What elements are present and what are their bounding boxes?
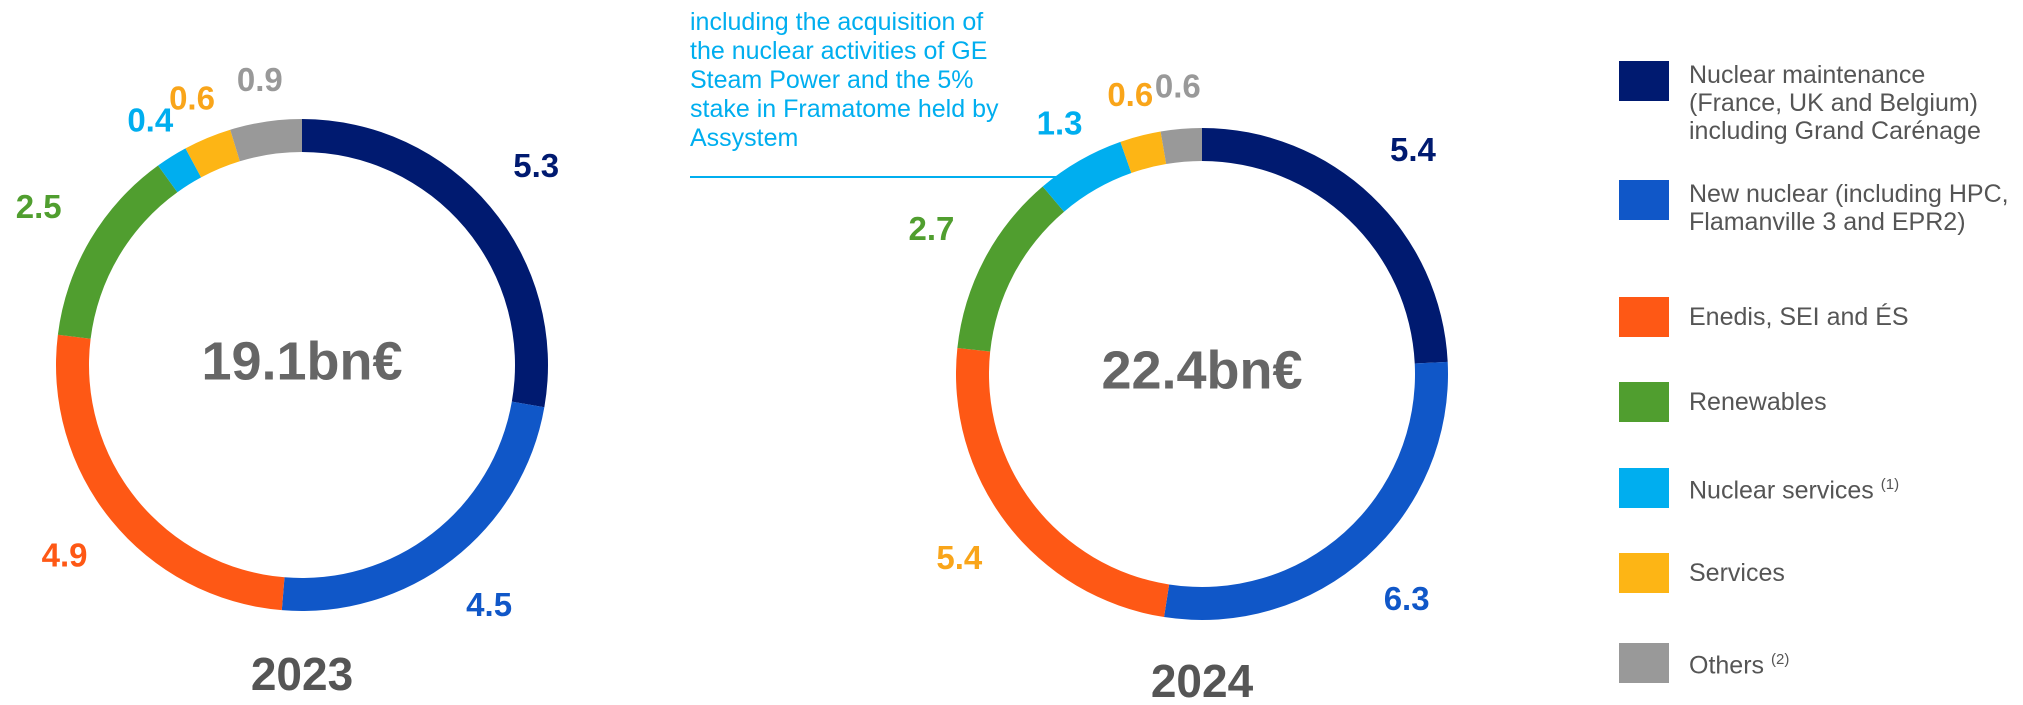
- legend-swatch: [1619, 61, 1669, 101]
- footnote-mark: (1): [1880, 476, 1900, 494]
- value-label: 1.3: [1037, 105, 1083, 142]
- donut-slice: Enedis, SEI and ÉS: [956, 348, 1170, 618]
- legend-item: Nuclear maintenance (France, UK and Belg…: [1619, 61, 2019, 145]
- donut-slice: Nuclear services: [158, 148, 202, 193]
- legend-item: Nuclear services (1): [1619, 468, 2019, 508]
- center-label: 22.4bn€: [1101, 340, 1302, 400]
- legend-label: Nuclear maintenance (France, UK and Belg…: [1689, 61, 2019, 145]
- legend-text: Renewables: [1689, 388, 1827, 416]
- donut-slice: Enedis, SEI and ÉS: [55, 334, 285, 611]
- legend-swatch: [1619, 382, 1669, 422]
- value-label: 4.5: [466, 586, 512, 623]
- value-label: 6.3: [1384, 580, 1430, 617]
- legend-swatch: [1619, 297, 1669, 337]
- value-label: 0.4: [127, 101, 174, 138]
- donut-slice: Renewables: [57, 165, 178, 339]
- annotation-leader: [690, 159, 1091, 178]
- legend-item: Renewables: [1619, 382, 2019, 422]
- legend-swatch: [1619, 468, 1669, 508]
- legend-label: Others (2): [1689, 646, 2019, 679]
- value-label: 0.9: [237, 61, 283, 98]
- legend-text: Enedis, SEI and ÉS: [1689, 303, 1909, 331]
- chart-title: 2024: [1151, 655, 1254, 705]
- legend-item: Others (2): [1619, 643, 2019, 683]
- legend-swatch: [1619, 643, 1669, 683]
- donut-slice: Nuclear services: [1042, 141, 1132, 212]
- value-label: 4.9: [42, 537, 88, 574]
- value-label: 2.7: [908, 210, 954, 247]
- donut-slice: Nuclear maintenance (France, UK and Belg…: [1202, 128, 1448, 364]
- donut-slice: Others: [230, 119, 302, 162]
- legend-item: New nuclear (including HPC, Flamanville …: [1619, 180, 2019, 236]
- value-label: 2.5: [16, 188, 62, 225]
- legend-text: Services: [1689, 559, 1785, 587]
- legend-text: New nuclear (including HPC, Flamanville …: [1689, 180, 2009, 236]
- value-label: 5.4: [936, 539, 983, 576]
- legend-text: Nuclear maintenance (France, UK and Belg…: [1689, 61, 1981, 145]
- legend-label: Nuclear services (1): [1689, 471, 2019, 504]
- legend-swatch: [1619, 180, 1669, 220]
- legend-item: Services: [1619, 553, 2019, 593]
- donut-slice: Services: [185, 129, 240, 178]
- legend-text: Nuclear services: [1689, 476, 1874, 505]
- value-label: 0.6: [169, 80, 215, 117]
- center-label: 19.1bn€: [201, 331, 402, 391]
- value-label: 5.3: [513, 147, 559, 184]
- legend-item: Enedis, SEI and ÉS: [1619, 297, 2019, 337]
- donut-slice: New nuclear (including HPC, Flamanville …: [281, 401, 545, 611]
- footnote-mark: (2): [1770, 651, 1790, 669]
- donut-slice: Others: [1160, 128, 1202, 165]
- value-label: 0.6: [1155, 68, 1201, 105]
- legend-label: Services: [1689, 559, 2019, 587]
- chart-title: 2023: [251, 648, 353, 700]
- legend-label: Enedis, SEI and ÉS: [1689, 303, 2019, 331]
- legend-text: Others: [1689, 651, 1765, 680]
- donut-slice: Services: [1120, 131, 1167, 174]
- value-label: 5.4: [1390, 131, 1437, 168]
- value-label: 0.6: [1107, 76, 1153, 113]
- legend-label: New nuclear (including HPC, Flamanville …: [1689, 180, 2019, 236]
- donut-slice: Nuclear maintenance (France, UK and Belg…: [302, 119, 548, 408]
- legend-label: Renewables: [1689, 388, 2019, 416]
- annotation: including the acquisition of the nuclear…: [690, 8, 999, 152]
- donut-slice: Renewables: [957, 186, 1065, 352]
- donut-slice: New nuclear (including HPC, Flamanville …: [1164, 361, 1448, 620]
- legend-swatch: [1619, 553, 1669, 593]
